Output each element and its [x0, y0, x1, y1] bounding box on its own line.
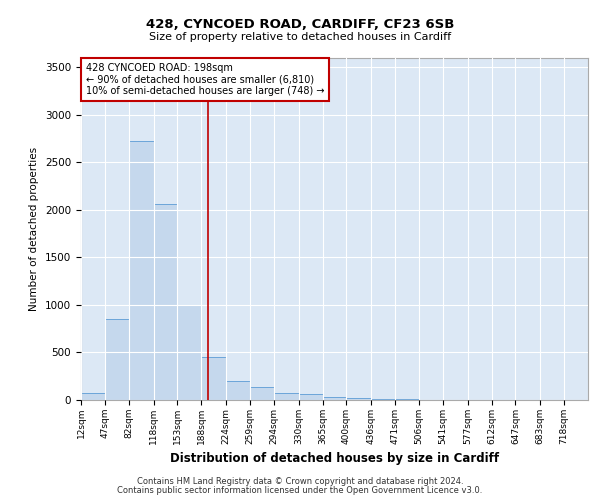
Bar	[129, 141, 154, 400]
Bar	[346, 398, 371, 400]
Bar	[226, 381, 250, 400]
Bar	[178, 305, 202, 400]
Bar	[299, 394, 323, 400]
Bar	[154, 204, 178, 400]
Bar	[81, 394, 105, 400]
Text: Size of property relative to detached houses in Cardiff: Size of property relative to detached ho…	[149, 32, 451, 42]
Text: Contains public sector information licensed under the Open Government Licence v3: Contains public sector information licen…	[118, 486, 482, 495]
Text: 428, CYNCOED ROAD, CARDIFF, CF23 6SB: 428, CYNCOED ROAD, CARDIFF, CF23 6SB	[146, 18, 454, 30]
Bar	[274, 393, 299, 400]
Bar	[371, 399, 395, 400]
Bar	[395, 399, 419, 400]
Bar	[105, 319, 129, 400]
Bar	[250, 386, 274, 400]
Y-axis label: Number of detached properties: Number of detached properties	[29, 146, 40, 311]
X-axis label: Distribution of detached houses by size in Cardiff: Distribution of detached houses by size …	[170, 452, 499, 466]
Bar	[202, 357, 226, 400]
Text: Contains HM Land Registry data © Crown copyright and database right 2024.: Contains HM Land Registry data © Crown c…	[137, 478, 463, 486]
Bar	[323, 396, 346, 400]
Text: 428 CYNCOED ROAD: 198sqm
← 90% of detached houses are smaller (6,810)
10% of sem: 428 CYNCOED ROAD: 198sqm ← 90% of detach…	[86, 62, 325, 96]
